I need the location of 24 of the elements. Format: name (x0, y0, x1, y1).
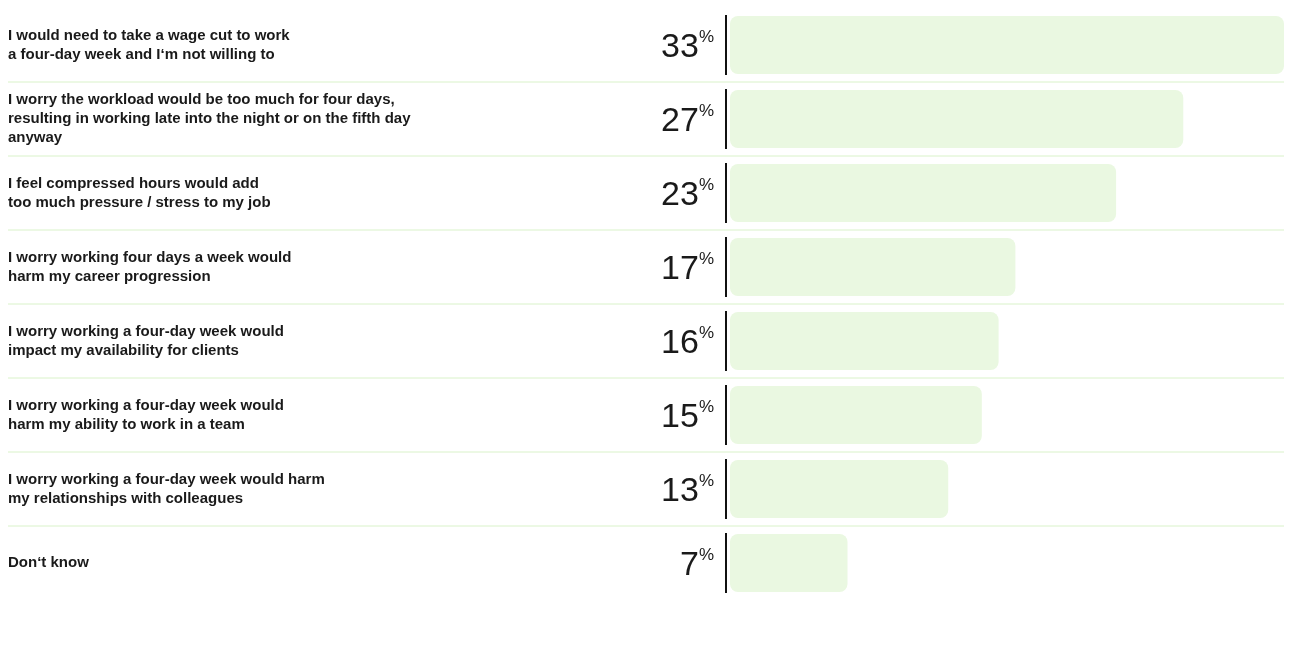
data-label: 16$^{%}$ (661, 322, 714, 360)
bar (730, 16, 1284, 74)
y-tick-label: I worry working four days a week would harm my career progression (8, 247, 292, 284)
data-label: 7$^{%}$ (679, 544, 714, 582)
bar (730, 534, 848, 592)
bar (730, 460, 949, 518)
bar (730, 238, 1016, 296)
bar (730, 386, 982, 444)
y-tick-label: I would need to take a wage cut to work a four-day week and I‘m not willing to (8, 25, 291, 62)
bar (730, 164, 1117, 222)
data-label: 17$^{%}$ (661, 248, 714, 286)
y-tick-label: I worry working a four-day week would impact my availability for clients (8, 321, 284, 358)
y-tick-label: Don‘t know (8, 552, 90, 570)
data-label: 23$^{%}$ (661, 174, 714, 212)
data-label: 15$^{%}$ (661, 396, 714, 434)
bar (730, 312, 999, 370)
y-tick-label: I worry working a four-day week would harm my ability to work in a team (8, 395, 284, 432)
data-label: 27$^{%}$ (661, 100, 714, 138)
data-label: 33$^{%}$ (661, 26, 714, 64)
y-tick-label: I worry the workload would be too much for four days, resulting in working late into the night or on the fifth day anyway (8, 89, 412, 145)
y-tick-label: I worry working a four-day week would harm my relationships with colleagues (8, 469, 325, 506)
data-label: 13$^{%}$ (661, 470, 714, 508)
y-tick-label: I feel compressed hours would add too much pressure / stress to my job (8, 173, 271, 210)
bar (730, 90, 1184, 148)
